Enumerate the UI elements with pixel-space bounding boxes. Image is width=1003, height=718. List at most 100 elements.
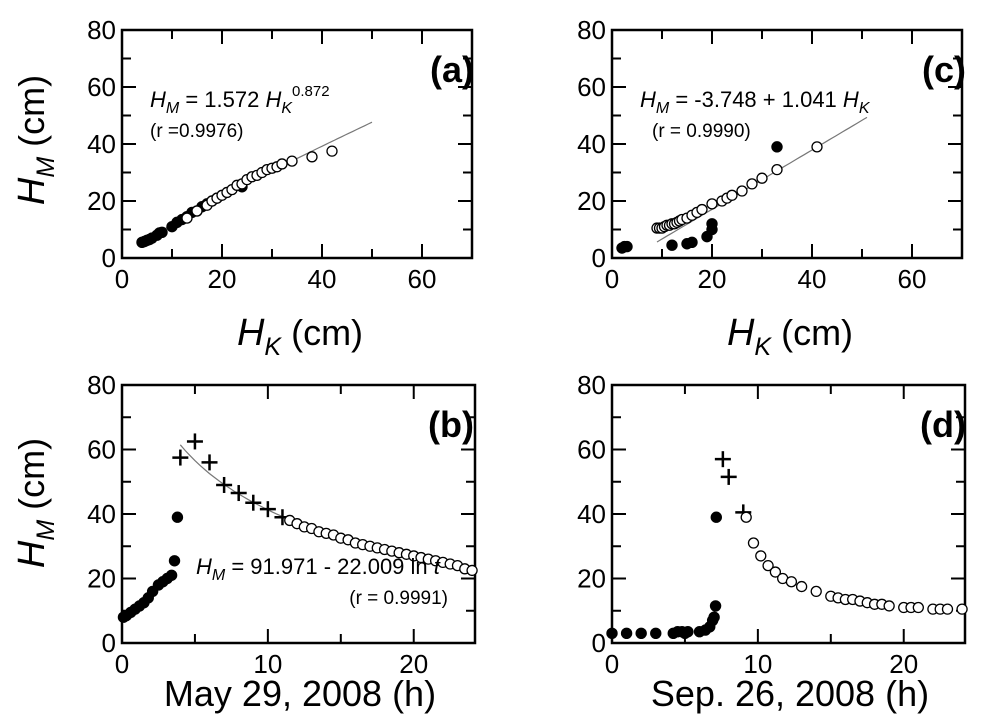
- panel-a-ytick-label: 20: [87, 186, 116, 216]
- panel-d-point-open: [769, 566, 782, 578]
- panel-c-point-open: [696, 203, 708, 216]
- panel-d-point-open: [762, 559, 774, 572]
- panel-d-xtick-label: 0: [605, 649, 619, 679]
- y-axis-title-bottom: HM (cm): [11, 438, 60, 568]
- panel-b-point-plus: [230, 485, 247, 502]
- panel-d-point-open: [912, 601, 924, 614]
- panel-a-xtick-label: 20: [208, 264, 237, 294]
- panel-c-point-open: [706, 198, 718, 210]
- panel-b-point-open: [466, 564, 478, 577]
- panel-a-eq-var-sub: K: [281, 100, 293, 117]
- panel-d-point-open: [740, 511, 752, 523]
- panel-d-point-filled: [606, 627, 618, 640]
- panel-b-point-plus: [186, 433, 203, 450]
- panel-a-correlation: (r =0.9976): [150, 121, 243, 142]
- panel-d-point-open: [956, 603, 968, 615]
- panel-d-point-filled: [708, 611, 720, 623]
- panel-c-eq-var-sub: K: [859, 100, 871, 117]
- panel-a-point-open: [191, 205, 203, 217]
- panel-c-ytick-label: 60: [577, 72, 606, 102]
- panel-d-ytick-label: 80: [577, 370, 606, 400]
- panel-b-eq-var: t: [434, 554, 441, 579]
- x-axis-title-b: May 29, 2008 (h): [164, 673, 436, 714]
- panel-c-eq-mid: = -3.748 + 1.041: [669, 87, 843, 112]
- panel-d-point-open: [810, 585, 822, 598]
- panel-d-label: (d): [920, 404, 966, 445]
- panel-c-marks: 0 20 40 60 0 20 40 60 80: [577, 15, 964, 294]
- x-axis-title-c: HK (cm): [727, 312, 853, 361]
- x-axis-title-d: Sep. 26, 2008 (h): [651, 673, 929, 714]
- panel-a-point-open: [286, 155, 298, 167]
- panel-b-ytick-label: 80: [87, 370, 116, 400]
- y-axis-title-top: HM (cm): [11, 75, 60, 205]
- panel-a-ytick-label: 0: [102, 243, 116, 273]
- x-axis-title-c-main: H: [727, 312, 755, 354]
- panel-a-xtick-label: 0: [115, 264, 129, 294]
- panel-c-eq-lhs-sub: M: [656, 100, 670, 117]
- panel-c-point-filled: [621, 240, 633, 253]
- x-axis-title-c-sub: K: [754, 333, 772, 361]
- panel-d-point-filled: [709, 600, 722, 612]
- panel-a-point-open: [306, 151, 318, 163]
- panel-c-point-open: [736, 185, 748, 197]
- x-axis-title-a: HK (cm): [237, 312, 363, 361]
- panel-a-eq-lhs: H: [150, 87, 166, 112]
- panel-d-point-open: [747, 537, 760, 549]
- panel-d-point-plus: [714, 451, 731, 468]
- panel-c-correlation: (r = 0.9990): [652, 121, 751, 142]
- y-axis-title-top-main: H: [11, 177, 53, 205]
- panel-a-eq-var: H: [265, 87, 281, 112]
- y-axis-title-bottom-unit: (cm): [11, 438, 52, 520]
- panel-a-point-open: [326, 145, 338, 157]
- panel-d-point-open: [755, 550, 767, 562]
- panel-b-point-plus: [201, 454, 218, 471]
- panel-b-point-plus: [216, 476, 233, 493]
- panel-c-equation: HM = -3.748 + 1.041 HK: [640, 87, 871, 117]
- y-axis-title-top-unit: (cm): [11, 75, 52, 157]
- panel-b-eq-lhs-sub: M: [212, 567, 226, 584]
- panel-d-point-open: [941, 603, 954, 615]
- panel-b-ytick-label: 40: [87, 499, 116, 529]
- panel-b-eq-lhs: H: [196, 554, 212, 579]
- panel-a-point-filled: [156, 226, 168, 239]
- panel-c-point-open: [726, 189, 738, 201]
- panel-a-ytick-label: 40: [87, 129, 116, 159]
- panel-c-point-open: [811, 141, 823, 153]
- x-axis-title-a-main: H: [237, 312, 265, 354]
- panel-a-ytick-label: 80: [87, 15, 116, 45]
- panel-a-point-open: [181, 212, 193, 224]
- panel-b-xtick-label: 10: [253, 649, 282, 679]
- panel-b-ytick-label: 0: [102, 628, 116, 658]
- panel-d-xtick-label: 10: [743, 649, 772, 679]
- panel-b-ytick-label: 60: [87, 435, 116, 465]
- panel-b-point-filled: [168, 555, 181, 567]
- panel-d-point-plus: [720, 468, 737, 485]
- panel-c-ytick-label: 20: [577, 186, 606, 216]
- panel-d-point-filled: [650, 627, 662, 640]
- panel-d-marks: 0 10 20 0 20 40 60 80: [577, 370, 968, 679]
- panel-c-point-open: [746, 178, 758, 190]
- panel-a-xtick-label: 40: [308, 264, 337, 294]
- panel-b-point-filled: [171, 511, 184, 523]
- x-axis-title-c-unit: (cm): [771, 312, 853, 353]
- panel-b-point-plus: [172, 449, 189, 466]
- panel-c-point-open: [771, 163, 783, 176]
- panel-d-ytick-label: 0: [592, 628, 606, 658]
- panel-b-fit-line: [179, 444, 473, 573]
- panel-d-ytick-label: 20: [577, 564, 606, 594]
- panel-d-point-filled: [635, 627, 647, 640]
- panel-a-xtick-label: 60: [408, 264, 437, 294]
- panel-a-marks: 0 20 40 60 0 20 40 60 80: [87, 15, 474, 294]
- panel-c-point-filled: [771, 141, 783, 153]
- panel-d-point-open: [795, 580, 808, 593]
- panel-b-label: (b): [428, 404, 474, 445]
- y-axis-title-top-sub: M: [32, 157, 60, 178]
- panel-c-label: (c): [922, 49, 966, 90]
- panel-c-point-filled: [686, 236, 698, 249]
- panel-c-point-filled: [666, 239, 678, 251]
- panel-d-ytick-label: 60: [577, 435, 606, 465]
- panel-b-equation: HM = 91.971 - 22.009 ln t: [196, 554, 441, 584]
- x-axis-title-a-unit: (cm): [281, 312, 363, 353]
